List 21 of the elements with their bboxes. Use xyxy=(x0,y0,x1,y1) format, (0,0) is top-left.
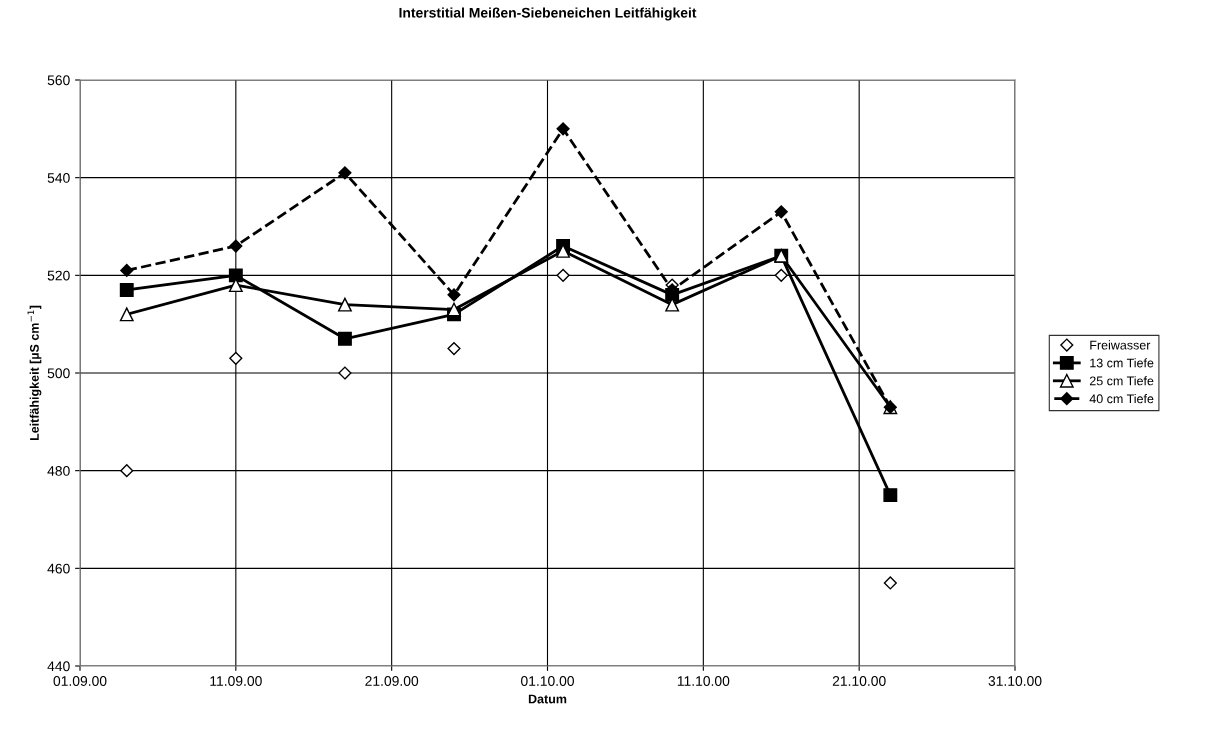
chart-title: Interstitial Meißen-Siebeneichen Leitfähigkeit xyxy=(399,7,697,21)
x-tick-label: 21.09.00 xyxy=(365,676,419,686)
x-tick-label: 11.09.00 xyxy=(210,676,262,686)
y-tick-label: 540 xyxy=(47,173,70,183)
y-tick-label: 460 xyxy=(47,563,70,574)
y-tick-label: 480 xyxy=(47,466,70,476)
y-tick-label: 520 xyxy=(47,270,70,281)
x-tick-label: 01.10.00 xyxy=(521,676,574,686)
x-tick-label: 31.10.00 xyxy=(988,676,1042,686)
x-axis-title: Datum xyxy=(528,694,567,704)
legend-label: 25 cm Tiefe xyxy=(1089,376,1154,386)
x-tick-label: 01.09.00 xyxy=(53,676,107,686)
y-tick-label: 560 xyxy=(47,75,70,86)
legend-label: 13 cm Tiefe xyxy=(1090,358,1154,368)
x-tick-label: 11.10.00 xyxy=(677,676,730,686)
legend-label: 40 cm Tiefe xyxy=(1089,394,1154,404)
x-tick-label: 21.10.00 xyxy=(832,676,886,686)
y-axis-title: Leitfähigkeit [µS cm$^{−1}$] xyxy=(27,305,42,441)
legend-label: Freiwasser xyxy=(1090,340,1151,350)
y-tick-label: 500 xyxy=(47,368,70,379)
y-tick-label: 440 xyxy=(47,661,70,672)
